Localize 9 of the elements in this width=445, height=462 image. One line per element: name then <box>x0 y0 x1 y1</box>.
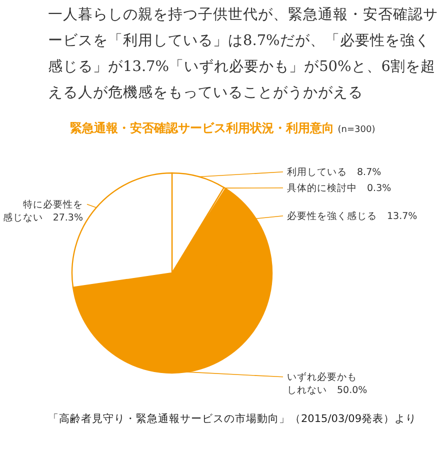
slice-label: いずれ必要かもしれない 50.0% <box>287 370 368 396</box>
chart-title: 一人暮らしの親を持つ子供世代が、緊急通報・安否確認サービスを「利用している」は8.7%だが、「必要性を強く感じる」が13.7%「いずれ必要かも」が50%と、6割を超える人が危機感をもっていることがうかがえる <box>48 6 439 103</box>
slice-label: 利用している 8.7% <box>287 166 382 178</box>
text: 「高齢者見守り・緊急通報サービスの市場動向」（2015/03/09発表）より <box>48 412 418 427</box>
slice-label: 必要性を強く感じる 13.7% <box>287 210 418 222</box>
chart-subtitle: 緊急通報・安否確認サービス利用状況・利用意向 <box>70 121 334 135</box>
text: (n=300) <box>338 125 376 135</box>
slice-label: 特に必要性を感じない 27.3% <box>2 198 83 224</box>
slice-label: 具体的に検討中 0.3% <box>287 182 392 194</box>
